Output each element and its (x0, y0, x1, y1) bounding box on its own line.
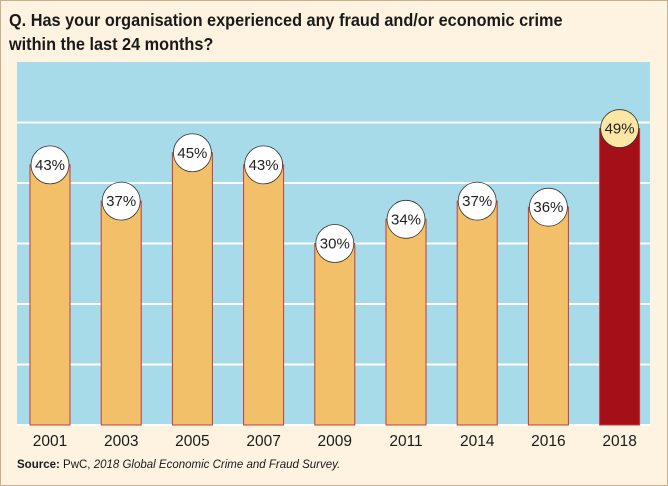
data-label-bubble-2003 (101, 181, 141, 221)
bars (29, 128, 641, 426)
data-label-bubble-2009 (315, 224, 355, 263)
x-tick-2014: 2014 (460, 433, 495, 450)
x-tick-2011: 2011 (389, 433, 422, 450)
data-label-2011: 34% (391, 211, 421, 228)
source-note: Source: PwC, 2018 Global Economic Crime … (17, 459, 340, 471)
data-label-bubble-2007 (244, 145, 284, 185)
data-label-2009: 30% (320, 236, 350, 253)
data-label-2018: 49% (605, 121, 635, 138)
bar-2009 (314, 243, 356, 426)
x-tick-2009: 2009 (318, 433, 352, 450)
x-tick-labels: 2001 2003 2005 2007 2009 2011 2014 2016 2018 (33, 433, 637, 450)
data-label-2003: 37% (106, 193, 136, 210)
data-label-bubble-2005 (172, 133, 212, 173)
data-labels: 43% 37% 45% 43% 30% 34% 37% 36% 49% (30, 109, 639, 263)
source-label: Source: (17, 459, 60, 471)
x-tick-2001: 2001 (33, 433, 67, 450)
data-label-bubble-2001 (30, 145, 70, 185)
source-org: PwC, (59, 459, 94, 471)
data-label-2007: 43% (249, 157, 279, 174)
data-label-2014: 37% (462, 193, 492, 210)
x-tick-2005: 2005 (175, 433, 209, 450)
data-label-2016: 36% (533, 199, 563, 216)
data-label-2001: 43% (35, 157, 65, 174)
bar-2014 (456, 200, 498, 426)
data-label-bubble-2014 (457, 181, 497, 221)
bar-2018 (599, 128, 641, 426)
data-label-bubble-2011 (386, 199, 426, 239)
bar-2016 (527, 206, 569, 426)
bar-2005 (171, 152, 213, 426)
x-tick-2007: 2007 (246, 433, 280, 450)
x-tick-2018: 2018 (602, 433, 636, 450)
bar-2007 (243, 164, 285, 426)
data-label-bubble-2018 (600, 109, 639, 148)
bar-2003 (100, 200, 142, 426)
source-title: 2018 Global Economic Crime and Fraud Sur… (93, 459, 341, 471)
bar-2001 (29, 164, 71, 426)
data-label-bubble-2016 (529, 187, 568, 227)
data-label-2005: 45% (177, 145, 207, 162)
chart-title: Q. Has your organisation experienced any… (9, 10, 563, 54)
x-tick-2003: 2003 (104, 433, 138, 450)
bar-2011 (385, 218, 427, 426)
x-tick-2016: 2016 (531, 433, 565, 450)
